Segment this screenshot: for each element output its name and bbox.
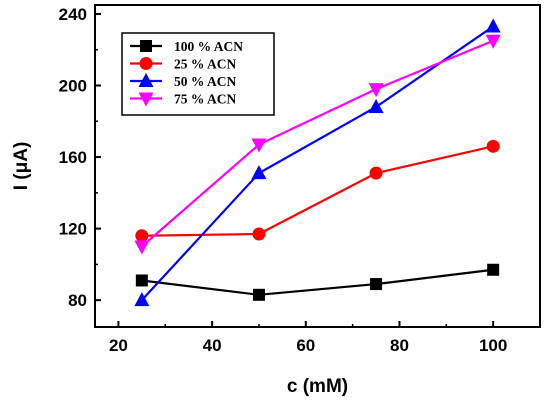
- axis-ticks: [95, 12, 495, 327]
- series-2: [134, 18, 501, 307]
- y-tick-label: 120: [59, 220, 87, 239]
- data-point: [368, 83, 384, 98]
- data-point: [135, 274, 148, 287]
- x-tick-label: 20: [109, 336, 128, 355]
- series-line: [141, 39, 494, 248]
- legend-marker: [140, 40, 152, 52]
- series-0: [135, 263, 500, 301]
- legend-marker: [138, 92, 154, 107]
- y-tick-label: 240: [59, 5, 87, 24]
- legend-label: 75 % ACN: [174, 92, 237, 107]
- data-point: [369, 166, 383, 180]
- data-point: [251, 165, 267, 180]
- legend-label: 50 % ACN: [174, 74, 237, 89]
- y-tick-label: 200: [59, 77, 87, 96]
- data-point: [251, 138, 267, 153]
- x-tick-label: 40: [203, 336, 222, 355]
- data-point: [368, 98, 384, 113]
- plot-area: [94, 4, 541, 328]
- data-point: [135, 229, 149, 243]
- data-point: [252, 227, 266, 241]
- x-tick-label: 60: [296, 336, 315, 355]
- legend-item: 50 % ACN: [130, 73, 237, 89]
- x-axis-title: c (mM): [287, 376, 348, 397]
- series-line: [141, 145, 494, 237]
- data-point: [370, 278, 383, 291]
- legend-label: 100 % ACN: [174, 39, 243, 54]
- series-line: [141, 268, 494, 296]
- data-point: [485, 18, 501, 33]
- legend-item: 100 % ACN: [130, 39, 243, 54]
- data-point: [485, 34, 501, 49]
- data-series: [134, 18, 501, 307]
- legend-marker: [139, 57, 153, 70]
- legend-marker: [138, 73, 154, 87]
- legend-item: 75 % ACN: [130, 92, 237, 107]
- series-3: [134, 34, 501, 255]
- data-point: [134, 240, 150, 255]
- legend-label: 25 % ACN: [174, 57, 237, 72]
- series-1: [135, 139, 500, 243]
- x-tick-label: 80: [390, 336, 409, 355]
- y-tick-label: 80: [68, 291, 87, 310]
- legend-item: 25 % ACN: [130, 57, 237, 72]
- plot-frame: [94, 4, 541, 328]
- x-tick-label: 100: [479, 336, 507, 355]
- data-point: [134, 292, 150, 307]
- data-point: [486, 139, 500, 153]
- legend: 100 % ACN 25 % ACN 50 % ACN 75 % ACN: [121, 32, 275, 116]
- data-point: [252, 288, 265, 301]
- tick-labels: 20 40 60 80 100 80 120 160 200 240: [59, 5, 508, 355]
- data-point: [487, 263, 500, 276]
- series-line: [141, 25, 494, 301]
- y-axis-title: I (μA): [11, 142, 32, 191]
- y-tick-label: 160: [59, 148, 87, 167]
